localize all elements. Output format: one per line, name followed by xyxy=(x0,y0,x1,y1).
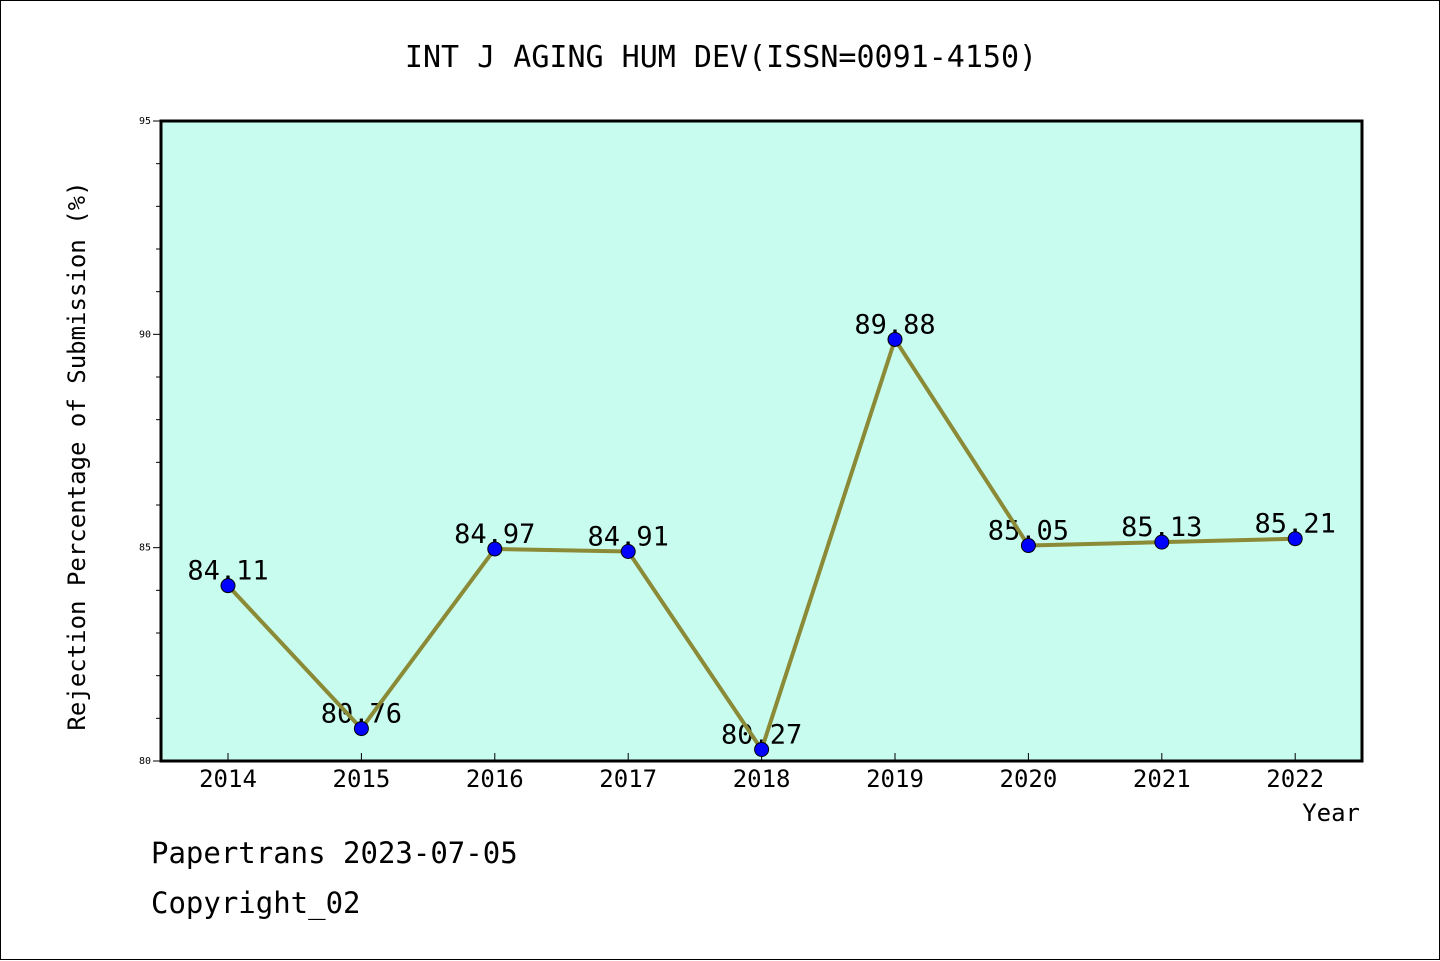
y-tick-label: 80 xyxy=(139,756,151,767)
data-point xyxy=(887,331,903,347)
footer-copyright: Copyright_02 xyxy=(151,886,361,920)
x-tick-label: 2016 xyxy=(466,765,524,793)
axis-ticks: 80 85 90 95 2014 2015 2016 2017 2018 2019 2020 2021… xyxy=(139,116,1324,793)
data-point xyxy=(620,544,636,560)
data-point xyxy=(754,741,770,757)
y-tick-label: 85 xyxy=(139,543,151,554)
y-axis-label: Rejection Percentage of Submission (%) xyxy=(63,181,91,730)
x-tick-label: 2018 xyxy=(733,765,791,793)
footer-date: Papertrans 2023-07-05 xyxy=(151,836,518,870)
data-point xyxy=(487,541,503,557)
x-tick-label: 2020 xyxy=(1000,765,1058,793)
x-tick-label: 2015 xyxy=(333,765,391,793)
y-tick-label: 95 xyxy=(139,116,151,127)
data-point xyxy=(1154,534,1170,550)
data-series xyxy=(220,331,1303,757)
x-tick-label: 2014 xyxy=(199,765,257,793)
data-point xyxy=(353,721,369,737)
x-tick-label: 2017 xyxy=(599,765,657,793)
plot-area xyxy=(159,119,1364,763)
y-tick-label: 90 xyxy=(139,329,151,340)
x-axis-label: Year xyxy=(1302,799,1360,827)
chart-title: INT J AGING HUM DEV(ISSN=0091-4150) xyxy=(405,40,1037,75)
x-tick-label: 2021 xyxy=(1133,765,1191,793)
data-point xyxy=(1020,538,1036,554)
data-point xyxy=(1287,531,1303,547)
x-tick-label: 2022 xyxy=(1266,765,1324,793)
x-tick-label: 2019 xyxy=(866,765,924,793)
data-point xyxy=(220,578,236,594)
